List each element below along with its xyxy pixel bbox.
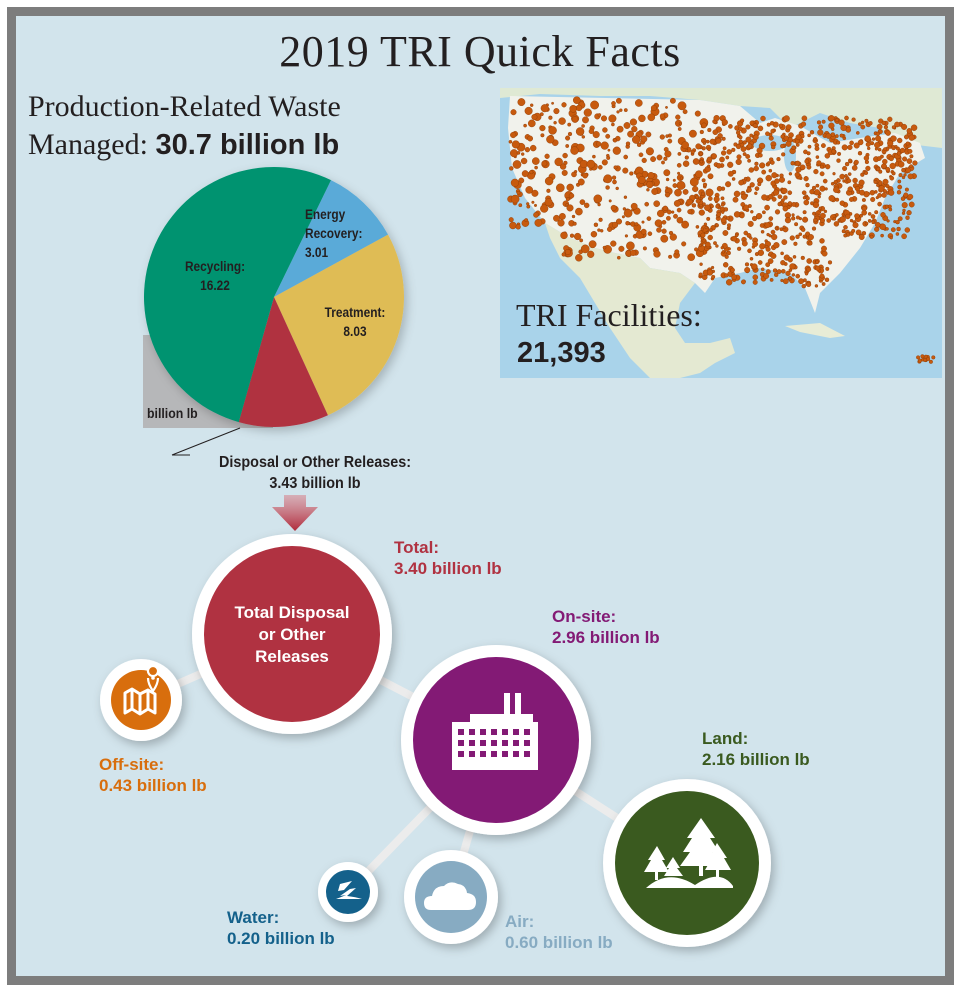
- heading-line1: Production-Related Waste: [28, 90, 341, 123]
- page-title: 2019 TRI Quick Facts: [279, 27, 681, 76]
- energy-recovery-label: Energy Recovery: 3.01: [305, 207, 363, 260]
- unit-tag-text: billion lb: [147, 405, 198, 421]
- total-releases-circle-label: Total Disposal or Other Releases: [234, 603, 350, 666]
- tri-facilities-map: [500, 88, 942, 378]
- cloud-icon: [424, 882, 476, 910]
- tri-facilities-count: 21,393: [517, 337, 606, 369]
- pie-slice-recycling: [144, 167, 331, 423]
- production-waste-heading: Production-Related Waste Managed: 30.7 b…: [28, 88, 341, 164]
- heading-line2: Managed: 30.7 billion lb: [28, 128, 340, 161]
- pie-slice-treatment: [274, 234, 404, 416]
- treatment-label: Treatment: 8.03: [324, 305, 386, 339]
- trees-icon: [644, 818, 733, 888]
- production-waste-total: 30.7 billion lb: [155, 129, 340, 161]
- water-label: Water: 0.20 billion lb: [227, 908, 335, 948]
- onsite-label: On-site: 2.96 billion lb: [552, 607, 660, 647]
- river-icon: [336, 881, 362, 899]
- pie-slice-energy-recovery: [274, 180, 389, 297]
- down-arrow-icon: [272, 495, 318, 531]
- recycling-label: Recycling: 16.22: [184, 259, 246, 293]
- map-graphic: [500, 88, 942, 378]
- pie-slice-disposal-or-other-releases: [238, 297, 328, 427]
- offsite-label: Off-site: 0.43 billion lb: [99, 755, 207, 795]
- land-label: Land: 2.16 billion lb: [702, 729, 810, 769]
- disposal-label: Disposal or Other Releases: 3.43 billion…: [218, 454, 412, 492]
- total-releases-circle: [204, 546, 380, 722]
- total-label: Total: 3.40 billion lb: [394, 538, 502, 578]
- folded-map-icon: [123, 687, 157, 716]
- tri-facilities-label: TRI Facilities:: [516, 297, 702, 333]
- air-label: Air: 0.60 billion lb: [505, 912, 613, 952]
